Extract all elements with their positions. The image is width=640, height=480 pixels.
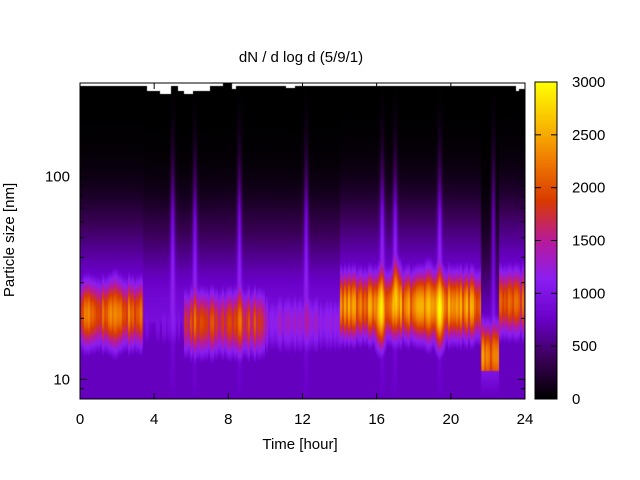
x-axis-label: Time [hour]	[262, 436, 337, 453]
x-tick-label: 4	[150, 411, 158, 428]
x-tick-label: 8	[224, 411, 232, 428]
x-tick-label: 20	[442, 411, 459, 428]
colorbar-tick-label: 2500	[572, 127, 605, 144]
x-tick-label: 16	[368, 411, 385, 428]
plot-area	[80, 83, 525, 399]
y-axis-ticks: 10 100	[45, 115, 525, 400]
x-tick-label: 12	[294, 411, 311, 428]
colorbar-ticks: 0 500 1000 1500 2000 2500 3000	[535, 74, 605, 408]
y-tick-label: 100	[45, 169, 70, 186]
colorbar-tick-label: 2000	[572, 180, 605, 197]
x-tick-label: 24	[517, 411, 534, 428]
heatmap-canvas	[80, 83, 525, 399]
colorbar	[535, 82, 557, 399]
y-axis-label: Particle size [nm]	[1, 183, 18, 297]
colorbar-tick-label: 3000	[572, 74, 605, 91]
colorbar-tick-label: 500	[572, 338, 597, 355]
chart-title: dN / d log d (5/9/1)	[239, 49, 363, 66]
colorbar-tick-label: 0	[572, 391, 580, 408]
colorbar-canvas	[535, 82, 557, 399]
y-tick-label: 10	[53, 371, 70, 388]
x-tick-label: 0	[76, 411, 84, 428]
x-axis-ticks: 0 4 8 12 16 20 24	[76, 83, 534, 428]
colorbar-tick-label: 1500	[572, 233, 605, 250]
colorbar-tick-label: 1000	[572, 285, 605, 302]
